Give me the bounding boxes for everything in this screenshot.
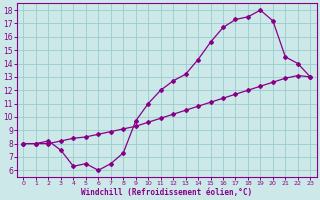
- X-axis label: Windchill (Refroidissement éolien,°C): Windchill (Refroidissement éolien,°C): [81, 188, 252, 197]
